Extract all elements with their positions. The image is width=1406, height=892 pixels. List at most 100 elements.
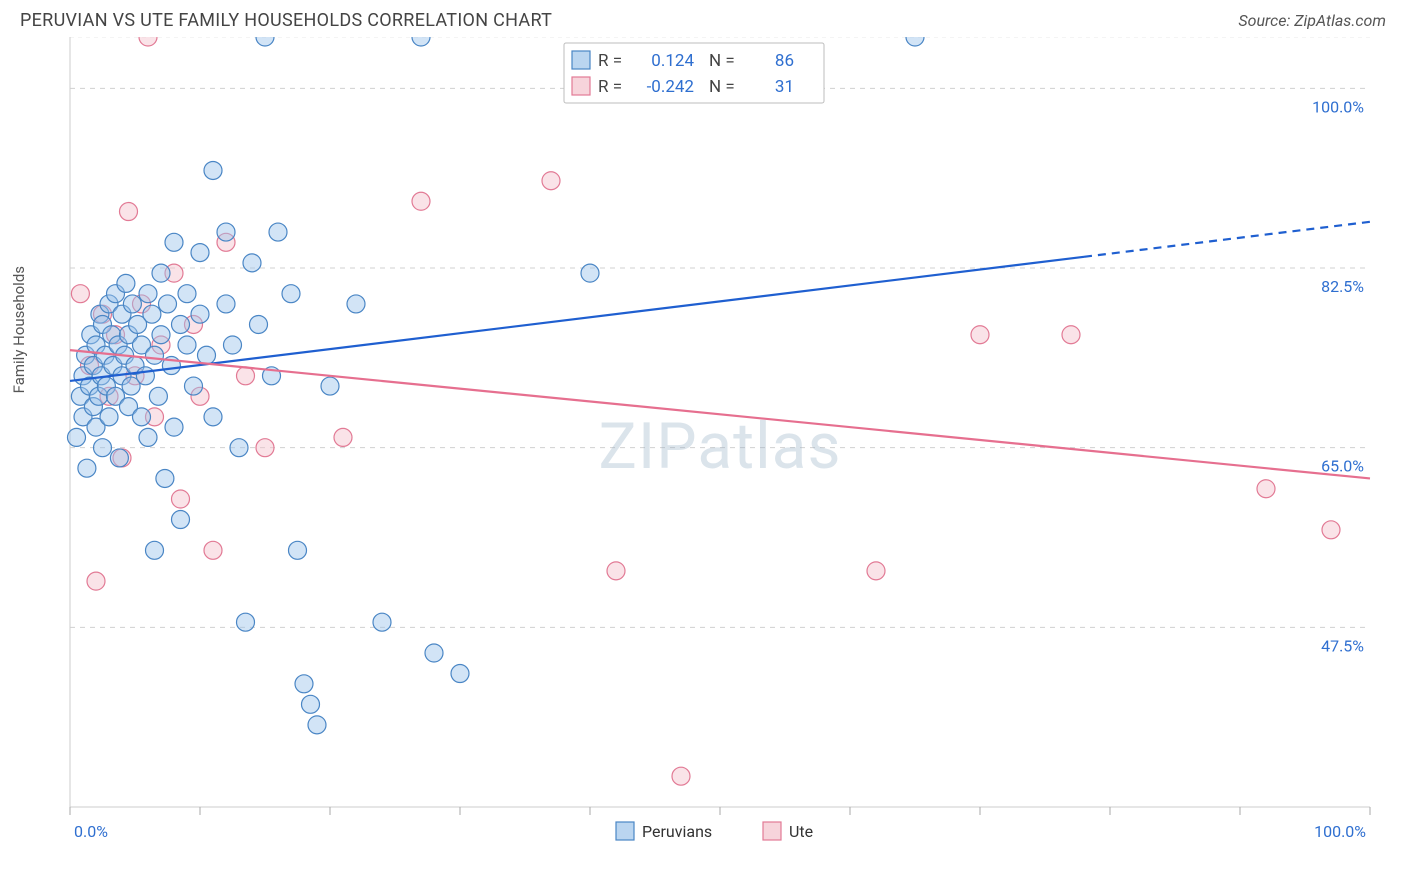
data-point: [143, 305, 161, 323]
data-point: [172, 511, 190, 529]
data-point: [542, 172, 560, 190]
data-point: [159, 295, 177, 313]
data-point: [256, 37, 274, 46]
data-point: [120, 203, 138, 221]
data-point: [172, 490, 190, 508]
data-point: [123, 295, 141, 313]
data-point: [906, 37, 924, 46]
svg-text:R =: R =: [598, 77, 622, 97]
legend-series-label: Ute: [789, 822, 813, 841]
data-point: [250, 315, 268, 333]
data-point: [133, 408, 151, 426]
chart-header: PERUVIAN VS UTE FAMILY HOUSEHOLDS CORREL…: [0, 0, 1406, 37]
data-point: [217, 223, 235, 241]
data-point: [243, 254, 261, 272]
data-point: [87, 572, 105, 590]
y-tick-label: 47.5%: [1321, 636, 1364, 655]
legend-r-value: -0.242: [647, 77, 694, 97]
data-point: [156, 469, 174, 487]
svg-text:N =: N =: [709, 51, 735, 71]
data-point: [237, 367, 255, 385]
data-point: [282, 285, 300, 303]
data-point: [321, 377, 339, 395]
data-point: [198, 346, 216, 364]
data-point: [204, 541, 222, 559]
data-point: [68, 428, 86, 446]
data-point: [139, 285, 157, 303]
data-point: [672, 767, 690, 785]
data-point: [165, 233, 183, 251]
data-point: [867, 562, 885, 580]
watermark-text: ZIPatlas: [599, 409, 842, 484]
data-point: [224, 336, 242, 354]
data-point: [581, 264, 599, 282]
y-tick-label: 82.5%: [1321, 277, 1364, 296]
legend-swatch: [572, 51, 590, 69]
legend-r-value: 0.124: [651, 51, 694, 71]
trend-line-dashed: [1084, 222, 1370, 257]
data-point: [302, 695, 320, 713]
data-point: [204, 161, 222, 179]
legend-n-value: 86: [775, 51, 794, 71]
data-point: [373, 613, 391, 631]
legend-swatch: [572, 77, 590, 95]
data-point: [256, 439, 274, 457]
chart-title: PERUVIAN VS UTE FAMILY HOUSEHOLDS CORREL…: [20, 10, 552, 31]
data-point: [1322, 521, 1340, 539]
data-point: [146, 346, 164, 364]
data-point: [185, 377, 203, 395]
chart-source: Source: ZipAtlas.com: [1238, 11, 1386, 30]
correlation-legend: R = 0.124 N = 86 R = -0.242 N = 31: [564, 43, 824, 103]
data-point: [1062, 326, 1080, 344]
data-point: [100, 408, 118, 426]
data-point: [269, 223, 287, 241]
data-point: [139, 428, 157, 446]
data-point: [334, 428, 352, 446]
data-point: [172, 315, 190, 333]
data-point: [178, 285, 196, 303]
data-point: [237, 613, 255, 631]
trend-line: [70, 257, 1084, 381]
data-point: [117, 274, 135, 292]
data-point: [191, 305, 209, 323]
data-point: [146, 541, 164, 559]
data-point: [451, 665, 469, 683]
data-point: [425, 644, 443, 662]
y-tick-label: 100.0%: [1312, 97, 1364, 116]
data-point: [191, 244, 209, 262]
data-point: [217, 295, 235, 313]
x-axis-max-label: 100.0%: [1314, 822, 1366, 841]
x-axis-min-label: 0.0%: [74, 822, 108, 841]
data-point: [149, 387, 167, 405]
chart-area: Family Households 47.5%65.0%82.5%100.0%Z…: [20, 37, 1386, 877]
legend-swatch: [763, 822, 781, 840]
data-point: [412, 37, 430, 46]
data-point: [78, 459, 96, 477]
legend-n-value: 31: [775, 77, 794, 97]
correlation-scatter-chart: 47.5% 65.0% 82.5% 100.0% ZIPatlas R = 0.124 N =…: [20, 37, 1386, 877]
data-point: [308, 716, 326, 734]
data-point: [295, 675, 313, 693]
svg-text:N =: N =: [709, 77, 735, 97]
y-axis-label: Family Households: [10, 266, 28, 393]
data-point: [178, 336, 196, 354]
data-point: [289, 541, 307, 559]
series-legend: Peruvians Ute: [616, 822, 813, 841]
data-point: [412, 192, 430, 210]
data-point: [1257, 480, 1275, 498]
data-point: [971, 326, 989, 344]
data-point: [152, 326, 170, 344]
data-point: [607, 562, 625, 580]
data-point: [71, 285, 89, 303]
y-tick-label: 65.0%: [1321, 457, 1364, 476]
data-point: [347, 295, 365, 313]
data-point: [136, 367, 154, 385]
svg-text:R =: R =: [598, 51, 622, 71]
data-point: [110, 449, 128, 467]
data-point: [230, 439, 248, 457]
data-point: [94, 439, 112, 457]
legend-swatch: [616, 822, 634, 840]
legend-series-label: Peruvians: [642, 822, 712, 841]
data-point: [204, 408, 222, 426]
data-point: [165, 418, 183, 436]
